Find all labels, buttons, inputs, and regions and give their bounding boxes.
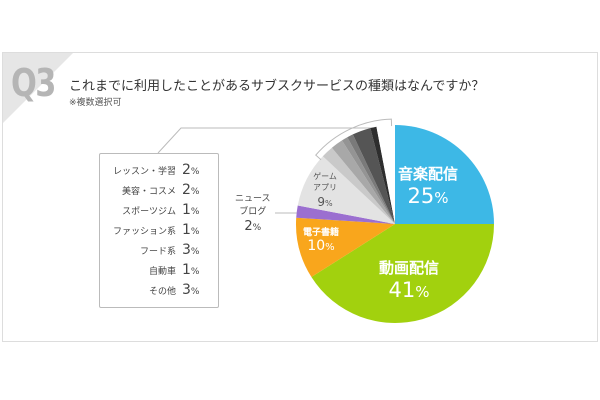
others-leader-line — [157, 127, 379, 154]
pie-slice — [311, 224, 495, 324]
label-game: ゲーム アプリ 9% — [313, 172, 337, 209]
corner-decoration — [3, 53, 73, 123]
pie-slice — [370, 126, 395, 224]
pie-chart — [157, 118, 495, 324]
others-value: 2% — [182, 182, 200, 198]
question-title: これまでに利用したことがあるサブスクサービスの種類はなんですか？ — [69, 79, 485, 94]
others-bracket — [315, 118, 393, 161]
survey-card: Q3 これまでに利用したことがあるサブスクサービスの種類はなんですか？ ※複数選… — [2, 52, 598, 342]
pie-slice — [322, 147, 395, 224]
pie-slice — [296, 205, 395, 224]
question-note: ※複数選択可 — [69, 98, 122, 108]
pie-slice — [295, 217, 395, 278]
others-label: レッスン・学習 — [112, 167, 176, 177]
pie-slice — [347, 134, 395, 224]
others-value: 3% — [182, 282, 200, 298]
pie-slice — [297, 156, 395, 224]
others-value: 2% — [182, 162, 200, 178]
others-value: 1% — [182, 262, 200, 278]
label-ebook: 電子書籍 10% — [303, 228, 340, 254]
label-video: 動画配信 41% — [379, 259, 440, 302]
pie-slice — [331, 140, 395, 224]
others-label: フード系 — [139, 247, 176, 257]
others-value: 1% — [182, 202, 200, 218]
label-news: ニュース ブログ 2% — [235, 194, 271, 234]
others-legend-row: フード系 3% — [140, 242, 208, 262]
others-label: スポーツジム — [122, 207, 176, 217]
others-legend-row: ファッション系 1% — [113, 222, 208, 242]
question-number: Q3 — [11, 61, 56, 105]
others-legend-row: スポーツジム 1% — [122, 202, 208, 222]
others-label: 美容・コスメ — [121, 187, 176, 197]
pie-slice — [376, 125, 395, 224]
label-music: 音楽配信 25% — [398, 165, 459, 208]
others-label: その他 — [148, 287, 176, 297]
others-legend-row: その他 3% — [149, 282, 208, 302]
others-value: 1% — [182, 222, 200, 238]
pie-slice — [352, 128, 395, 224]
pie-slice — [341, 137, 395, 224]
others-value: 3% — [182, 242, 200, 258]
others-label: 自動車 — [148, 267, 176, 277]
others-legend: レッスン・学習 2% 美容・コスメ 2% スポーツジム 1% ファッション系 1% フード系 3%… — [99, 153, 219, 308]
others-legend-row: 自動車 1% — [149, 262, 208, 282]
others-label: ファッション系 — [112, 227, 176, 237]
others-legend-row: 美容・コスメ 2% — [122, 182, 208, 202]
others-legend-row: レッスン・学習 2% — [113, 162, 208, 182]
pie-slice — [395, 125, 494, 224]
